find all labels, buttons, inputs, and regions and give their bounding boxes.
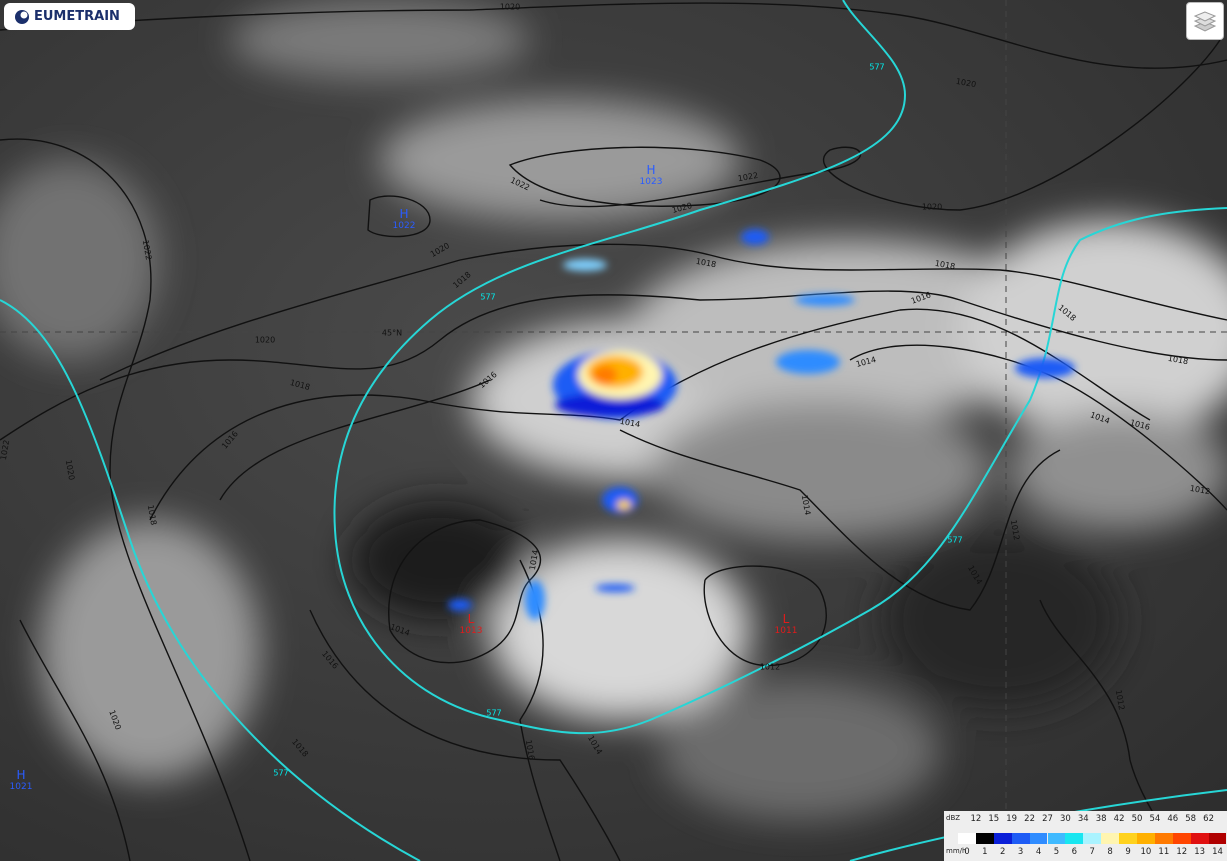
legend-bottom-value: 1 xyxy=(982,847,988,857)
legend-swatch xyxy=(958,833,976,844)
pressure-value: 1023 xyxy=(639,177,663,187)
pressure-value: 1013 xyxy=(459,626,483,636)
legend-top-value: 50 xyxy=(1131,814,1143,824)
pressure-center: H 1023 xyxy=(640,164,663,188)
legend: dBZ mm/h 12 15 19 22 27 30 34 38 42 50 54 46 58 62 0 1 2… xyxy=(944,811,1227,861)
legend-bottom-value: 8 xyxy=(1107,847,1113,857)
legend-swatch xyxy=(1101,833,1120,844)
pressure-center: H 1021 xyxy=(10,769,33,793)
legend-top-value: 46 xyxy=(1167,814,1179,824)
legend-bottom-value: 13 xyxy=(1194,847,1206,857)
isobar-label: 1020 xyxy=(254,335,276,345)
isobar-label: 1020 xyxy=(499,2,521,12)
legend-top-value: 30 xyxy=(1059,814,1071,824)
legend-bottom-value: 14 xyxy=(1212,847,1223,857)
radar-echoes xyxy=(448,229,1075,620)
pressure-kind: L xyxy=(467,612,475,626)
legend-swatch xyxy=(1172,833,1191,844)
legend-swatch xyxy=(975,833,994,844)
legend-swatch xyxy=(1190,833,1209,844)
layers-button[interactable] xyxy=(1186,2,1224,40)
contour-label: 577 xyxy=(273,768,289,778)
legend-top-value: 58 xyxy=(1185,814,1197,824)
contour-label: 577 xyxy=(486,708,502,718)
contour-label: 577 xyxy=(947,535,963,545)
legend-top-value: 42 xyxy=(1113,814,1125,824)
legend-swatch xyxy=(1011,833,1030,844)
legend-swatch xyxy=(1065,833,1084,844)
legend-swatch xyxy=(1208,833,1227,844)
legend-top-value: 12 xyxy=(970,814,982,824)
pressure-kind: L xyxy=(782,612,790,626)
legend-bottom-value: 12 xyxy=(1176,847,1188,857)
legend-swatch xyxy=(1137,833,1155,844)
legend-bottom-value: 5 xyxy=(1053,847,1060,857)
legend-bottom-value: 3 xyxy=(1017,847,1024,857)
legend-swatch xyxy=(993,833,1012,844)
legend-top-value: 38 xyxy=(1095,814,1107,824)
cloud-cover xyxy=(0,0,1227,820)
pressure-center: H 1022 xyxy=(393,208,416,232)
isobar-label: 1020 xyxy=(921,202,943,212)
legend-swatch xyxy=(1119,833,1137,844)
pressure-kind: H xyxy=(16,768,26,782)
pressure-value: 1011 xyxy=(774,626,798,636)
legend-swatch xyxy=(1047,833,1066,844)
legend-top-value: 62 xyxy=(1203,814,1215,824)
legend-bottom-unit: mm/h xyxy=(946,847,967,855)
legend-top-unit: dBZ xyxy=(946,814,961,822)
legend-top-value: 15 xyxy=(988,814,1000,824)
pressure-kind: H xyxy=(399,207,409,221)
legend-swatch xyxy=(1083,833,1102,844)
legend-bottom-value: 9 xyxy=(1125,847,1131,857)
pressure-value: 1022 xyxy=(392,221,416,231)
legend-bottom-value: 2 xyxy=(1000,847,1006,857)
legend-top-value: 27 xyxy=(1042,814,1053,824)
logo[interactable]: EUMETRAIN xyxy=(4,3,135,30)
legend-bottom-value: 11 xyxy=(1158,847,1170,857)
pressure-center: L 1011 xyxy=(775,613,798,637)
layers-icon xyxy=(1193,11,1217,32)
legend-bottom-value: 10 xyxy=(1140,847,1152,857)
latitude-label: 45°N xyxy=(381,328,403,338)
pressure-center: L 1013 xyxy=(460,613,483,637)
legend-swatch xyxy=(1154,833,1173,844)
legend-top-value: 34 xyxy=(1077,814,1089,824)
pressure-kind: H xyxy=(646,163,656,177)
contour-label: 577 xyxy=(869,62,885,72)
logo-text: EUMETRAIN xyxy=(34,9,120,24)
isobar-label: 1012 xyxy=(759,662,781,672)
legend-bottom-value: 6 xyxy=(1071,847,1078,857)
legend-top-value: 22 xyxy=(1024,814,1036,824)
legend-swatch xyxy=(1029,833,1048,844)
legend-bottom-value: 7 xyxy=(1089,847,1095,857)
pressure-value: 1021 xyxy=(9,782,33,792)
contour-label: 577 xyxy=(480,292,496,302)
legend-bottom-value: 4 xyxy=(1035,847,1042,857)
legend-top-value: 19 xyxy=(1006,814,1018,824)
logo-icon xyxy=(15,9,29,24)
legend-bottom-value: 0 xyxy=(964,847,970,857)
legend-top-value: 54 xyxy=(1149,814,1161,824)
